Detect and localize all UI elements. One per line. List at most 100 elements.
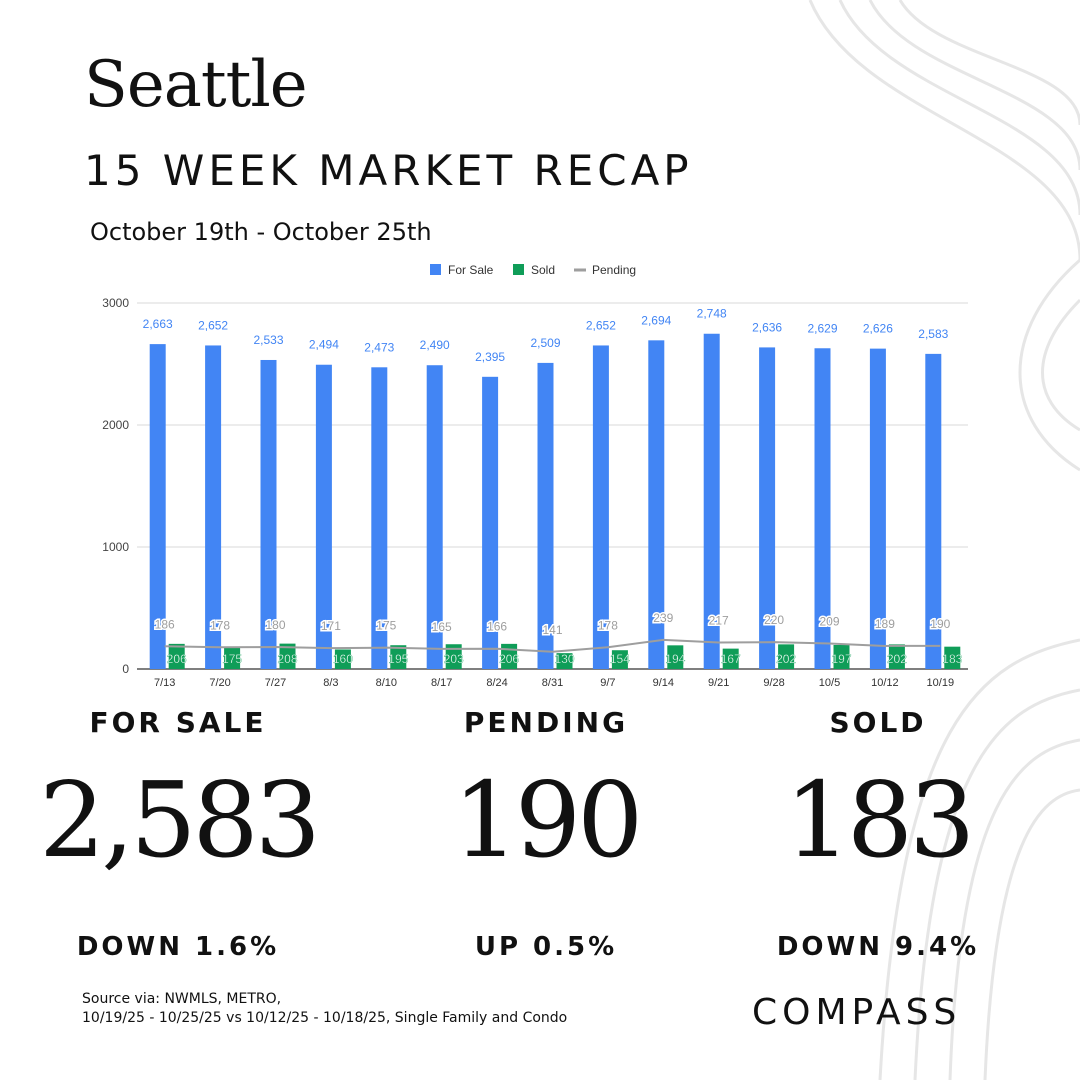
x-tick-label: 8/17 [431,677,452,689]
source-note: Source via: NWMLS, METRO, 10/19/25 - 10/… [82,990,567,1028]
legend-swatch [430,264,441,275]
for-sale-bar [925,353,942,669]
for-sale-change: DOWN 1.6% [76,932,280,962]
sold-bar [279,643,296,669]
for-sale-data-label: 2,636 [752,320,782,334]
sold-data-label: 203 [444,652,464,666]
for-sale-bar [537,362,554,669]
y-tick-label: 2000 [102,418,129,432]
sold-data-label: 206 [499,652,519,666]
pending-line-layer [164,638,941,653]
for-sale-data-label: 2,629 [807,321,837,335]
city-title: Seattle [84,48,308,122]
stat-pending: PENDING 190 UP 0.5% [396,706,696,962]
for-sale-bar [315,364,332,669]
for-sale-bar [869,348,886,669]
x-tick-label: 7/13 [154,677,175,689]
sold-change: DOWN 9.4% [776,932,980,962]
for-sale-bar [482,376,499,669]
for-sale-bar [205,345,222,669]
x-tick-label: 8/31 [542,677,563,689]
compass-logo: COMPASS [752,992,962,1033]
x-tick-label: 7/20 [209,677,230,689]
pending-label: PENDING [463,706,629,739]
for-sale-data-label: 2,583 [918,327,948,341]
source-line-1: Source via: NWMLS, METRO, [82,991,282,1007]
for-sale-value: 2,583 [39,759,321,881]
legend-swatch [513,264,524,275]
for-sale-bar [814,348,831,669]
pending-data-label: 178 [210,618,230,632]
sold-data-label: 194 [665,652,685,666]
sold-bar [833,644,850,669]
y-tick-label: 0 [122,662,129,676]
for-sale-bar [149,344,166,669]
x-tick-label: 8/24 [486,677,507,689]
for-sale-data-label: 2,748 [697,307,727,321]
legend-label: For Sale [448,263,494,277]
pending-data-label: 189 [875,617,895,631]
for-sale-bar [426,365,443,669]
for-sale-bar [592,345,609,669]
for-sale-label: FOR SALE [89,706,267,739]
y-tick-label: 1000 [102,540,129,554]
for-sale-data-label: 2,533 [253,333,283,347]
pending-data-label: 180 [265,618,285,632]
for-sale-bar [759,347,776,669]
sold-data-label: 167 [721,652,741,666]
pending-data-label: 171 [321,619,341,633]
pending-value: 190 [452,759,644,881]
sold-data-label: 202 [887,652,907,666]
for-sale-data-label: 2,694 [641,313,671,327]
for-sale-data-label: 2,626 [863,322,893,336]
pending-data-label: 141 [542,623,562,637]
for-sale-data-label: 2,652 [586,318,616,332]
pending-data-label: 165 [432,620,452,634]
pending-data-label: 209 [819,615,839,629]
y-axis-ticks: 0 1000 2000 3000 [102,296,129,676]
for-sale-data-label: 2,652 [198,318,228,332]
for-sale-data-label: 2,473 [364,340,394,354]
sold-bar [722,648,739,669]
sold-data-label: 195 [388,652,408,666]
stat-sold: SOLD 183 DOWN 9.4% [728,706,1028,962]
x-tick-label: 9/7 [600,677,615,689]
y-tick-label: 3000 [102,296,129,310]
for-sale-bar [648,340,665,669]
for-sale-bar [703,333,720,669]
sold-data-label: 154 [610,652,630,666]
recap-title: 15 WEEK MARKET RECAP [84,146,693,195]
x-tick-label: 10/19 [927,677,955,689]
sold-data-label: 175 [222,652,242,666]
sold-data-label: 130 [554,652,574,666]
for-sale-data-label: 2,509 [530,336,560,350]
sold-data-label: 197 [831,652,851,666]
sold-data-label: 208 [277,652,297,666]
sold-value: 183 [784,759,976,881]
pending-data-label: 190 [930,617,950,631]
sold-bar [944,646,961,669]
x-tick-label: 10/12 [871,677,899,689]
x-tick-label: 8/3 [323,677,338,689]
sold-bar [667,645,684,669]
pending-data-label: 175 [376,619,396,633]
pending-data-label: 239 [653,611,673,625]
pending-line [164,638,941,653]
chart-bars [149,333,961,669]
for-sale-data-label: 2,494 [309,338,339,352]
x-tick-label: 8/10 [376,677,397,689]
chart-data-labels: 2,663 206 186 2,652 175 178 2,533 208 180 2,494 16… [143,307,963,666]
for-sale-data-label: 2,395 [475,350,505,364]
sold-bar [168,643,185,669]
x-axis-ticks: 7/13 7/20 7/27 8/3 8/10 8/17 8/24 8/31 9/7 9/14 9/… [154,677,954,689]
sold-bar [556,653,573,669]
chart-legend: For Sale Sold Pending [430,263,636,277]
sold-bar [224,647,241,669]
x-tick-label: 9/14 [653,677,674,689]
sold-bar [445,644,462,669]
for-sale-bar [371,367,388,669]
sold-bar [334,649,351,669]
x-tick-label: 7/27 [265,677,286,689]
